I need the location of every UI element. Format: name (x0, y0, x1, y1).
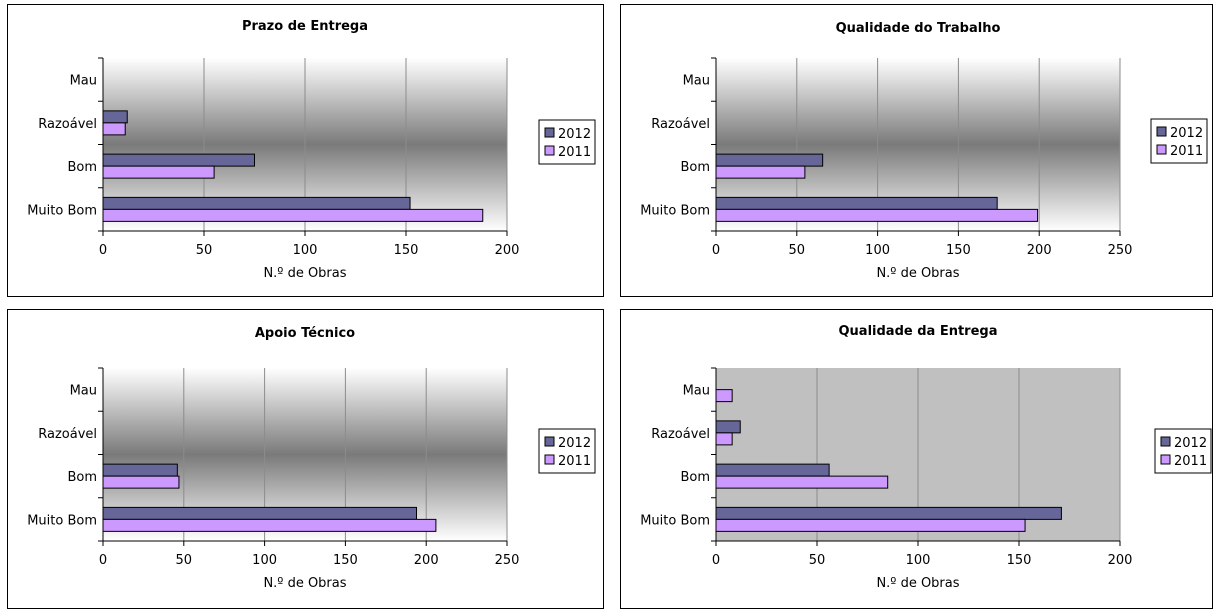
x-tick-label: 150 (394, 243, 419, 258)
legend-label-2011: 2011 (558, 145, 591, 160)
x-tick-label: 200 (495, 243, 520, 258)
legend (538, 119, 596, 165)
x-tick-label: 200 (1108, 553, 1133, 568)
chart-panel-qualidade-entrega: Qualidade da Entrega 0 50 100 150 200 Mau Razoá… (620, 309, 1213, 609)
x-tick-label: 50 (196, 243, 213, 258)
x-tick-label: 100 (252, 553, 277, 568)
chart-svg-apoio-tecnico: Apoio Técnico 0 50 100 150 200 250 Mau Razoável B… (27, 326, 596, 591)
legend-swatch-2012 (544, 436, 555, 447)
legend (1150, 118, 1208, 164)
x-axis-label: N.º de Obras (876, 266, 959, 281)
chart-svg-prazo-entrega: Prazo de Entrega 0 50 100 150 200 Mau Razoável B… (27, 19, 596, 281)
y-tick-label: Mau (70, 384, 97, 399)
bar-2012-bom (715, 463, 830, 477)
bar-2012-razoavel (102, 110, 128, 124)
x-tick-label: 50 (809, 553, 826, 568)
bar-2012-muito-bom (715, 506, 1062, 520)
chart-title: Prazo de Entrega (242, 19, 368, 34)
chart-svg-qualidade-trabalho: Qualidade do Trabalho 0 50 100 150 200 250 Mau R… (640, 21, 1208, 281)
x-axis-label: N.º de Obras (876, 576, 959, 591)
bar-2012-bom (715, 153, 824, 167)
x-tick-label: 0 (712, 243, 720, 258)
bar-2012-muito-bom (715, 196, 998, 210)
y-tick-label: Razoável (38, 117, 97, 132)
chart-svg-qualidade-entrega: Qualidade da Entrega 0 50 100 150 200 Mau Razoá… (640, 324, 1212, 591)
legend-swatch-2011 (544, 454, 555, 465)
y-tick-label: Muito Bom (640, 513, 710, 528)
bar-2011-muito-bom (102, 208, 484, 222)
bar-2011-muito-bom (715, 518, 1026, 532)
y-tick-label: Muito Bom (27, 513, 97, 528)
legend-label-2012: 2012 (1174, 436, 1207, 451)
chart-title: Apoio Técnico (255, 326, 355, 341)
legend-label-2012: 2012 (1170, 126, 1203, 141)
x-axis-label: N.º de Obras (263, 266, 346, 281)
bar-2011-muito-bom (102, 518, 437, 532)
chart-panel-qualidade-trabalho: Qualidade do Trabalho 0 50 100 150 200 250 Mau R… (620, 4, 1213, 297)
bar-2011-bom (102, 165, 215, 179)
x-tick-label: 0 (712, 553, 720, 568)
y-tick-label: Bom (67, 470, 97, 485)
x-tick-label: 50 (789, 243, 806, 258)
x-tick-label: 200 (414, 553, 439, 568)
y-tick-label: Mau (70, 74, 97, 89)
chart-title: Qualidade da Entrega (839, 324, 998, 339)
chart-panel-prazo-entrega: Prazo de Entrega 0 50 100 150 200 Mau Razoável B… (7, 4, 604, 297)
y-tick-label: Bom (680, 470, 710, 485)
bar-2012-muito-bom (102, 506, 418, 520)
y-tick-label: Mau (683, 74, 710, 89)
x-tick-label: 150 (1007, 553, 1032, 568)
legend-swatch-2012 (1160, 436, 1171, 447)
legend-swatch-2011 (544, 145, 555, 156)
bar-2011-razoavel (715, 432, 733, 446)
x-tick-label: 250 (495, 553, 520, 568)
x-tick-label: 100 (906, 553, 931, 568)
bar-2011-bom (715, 165, 806, 179)
legend-swatch-2012 (544, 127, 555, 138)
x-axis-label: N.º de Obras (263, 576, 346, 591)
legend-swatch-2011 (1156, 144, 1167, 155)
chart-title: Qualidade do Trabalho (836, 21, 1001, 36)
bar-2012-razoavel (715, 420, 741, 434)
x-tick-label: 0 (99, 553, 107, 568)
y-tick-label: Bom (67, 160, 97, 175)
bar-2012-muito-bom (102, 196, 411, 210)
bar-2011-bom (102, 475, 180, 489)
y-tick-label: Bom (680, 160, 710, 175)
y-tick-label: Muito Bom (27, 203, 97, 218)
legend-swatch-2011 (1160, 454, 1171, 465)
legend-swatch-2012 (1156, 126, 1167, 137)
x-tick-label: 150 (333, 553, 358, 568)
bar-2011-bom (715, 475, 889, 489)
y-tick-label: Razoável (651, 427, 710, 442)
x-tick-label: 250 (1108, 243, 1133, 258)
legend-label-2011: 2011 (558, 454, 591, 469)
bar-2012-bom (102, 463, 178, 477)
bar-2011-mau (715, 389, 733, 403)
legend-label-2012: 2012 (558, 436, 591, 451)
x-tick-label: 150 (946, 243, 971, 258)
y-tick-label: Razoável (38, 427, 97, 442)
bar-2011-razoavel (102, 122, 126, 136)
y-tick-label: Muito Bom (640, 203, 710, 218)
legend (1154, 428, 1212, 474)
legend-label-2011: 2011 (1174, 454, 1207, 469)
chart-panel-apoio-tecnico: Apoio Técnico 0 50 100 150 200 250 Mau Razoável B… (7, 309, 604, 609)
x-tick-label: 50 (176, 553, 193, 568)
x-tick-label: 100 (293, 243, 318, 258)
bar-2011-muito-bom (715, 208, 1039, 222)
x-tick-label: 200 (1027, 243, 1052, 258)
legend (538, 428, 596, 474)
x-tick-label: 100 (865, 243, 890, 258)
x-tick-label: 0 (99, 243, 107, 258)
legend-label-2012: 2012 (558, 127, 591, 142)
legend-label-2011: 2011 (1170, 144, 1203, 159)
y-tick-label: Mau (683, 384, 710, 399)
bar-2012-bom (102, 153, 255, 167)
y-tick-label: Razoável (651, 117, 710, 132)
